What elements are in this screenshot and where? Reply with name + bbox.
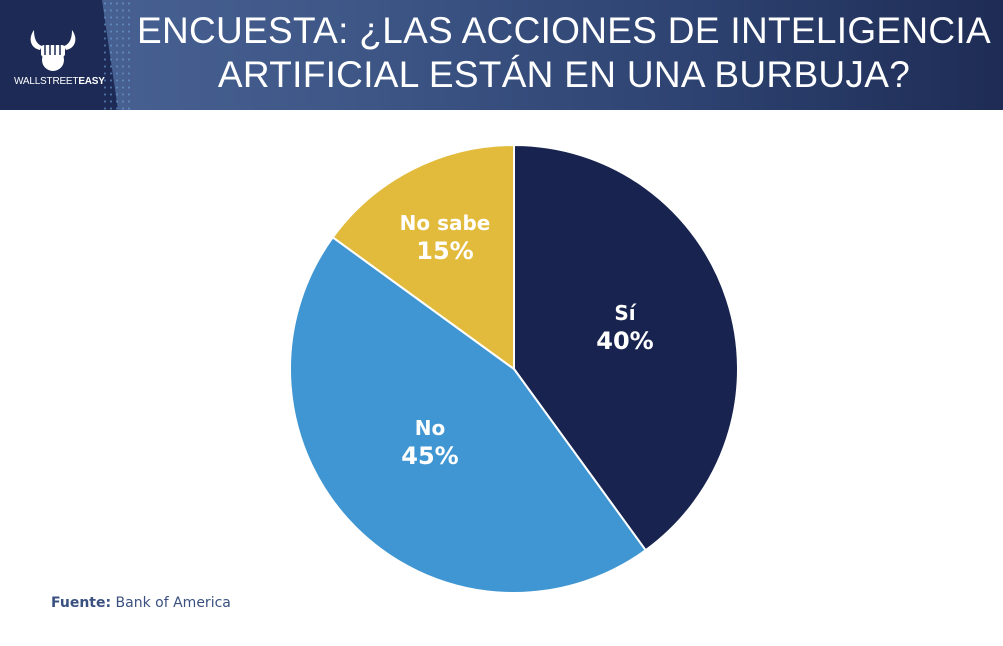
source-label: Fuente: [51, 595, 112, 611]
slice-si [513, 143, 739, 552]
source-value: Bank of America [115, 595, 231, 611]
slice-no [289, 235, 648, 594]
title-line-1: ENCUESTA: ¿LAS ACCIONES DE INTELIGENCIA [137, 10, 991, 51]
brand-logo-text: WALLSTREETEASY [14, 76, 105, 87]
slice-value-no-sabe: 15% [416, 237, 474, 265]
slice-name-no: No [414, 416, 446, 440]
slice-value-no: 45% [401, 442, 459, 470]
slice-name-no-sabe: No sabe [399, 211, 491, 235]
slice-no-sabe [331, 143, 515, 371]
decorative-dots [102, 0, 132, 110]
title-line-2: ARTIFICIAL ESTÁN EN UNA BURBUJA? [217, 54, 911, 95]
slice-label-no: No 45% [375, 415, 485, 471]
slice-label-no-sabe: No sabe 15% [380, 210, 510, 266]
bull-fist-logo-icon [30, 30, 76, 71]
slice-name-si: Sí [614, 301, 636, 325]
slice-value-si: 40% [596, 327, 654, 355]
slice-label-si: Sí 40% [570, 300, 680, 356]
source-note: Fuente: Bank of America [51, 595, 231, 611]
chart-title: ENCUESTA: ¿LAS ACCIONES DE INTELIGENCIA … [125, 9, 1003, 97]
header-banner: WALLSTREETEASY ENCUESTA: ¿LAS ACCIONES D… [0, 0, 1003, 110]
